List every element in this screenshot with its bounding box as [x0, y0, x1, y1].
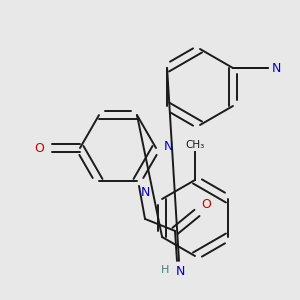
Text: CH₃: CH₃: [185, 140, 205, 150]
Text: H: H: [160, 265, 169, 275]
Text: O: O: [201, 198, 211, 211]
Text: N: N: [141, 186, 150, 199]
Text: N: N: [272, 61, 281, 74]
Text: O: O: [34, 142, 44, 154]
Text: N: N: [176, 265, 185, 278]
Text: N: N: [164, 140, 173, 152]
